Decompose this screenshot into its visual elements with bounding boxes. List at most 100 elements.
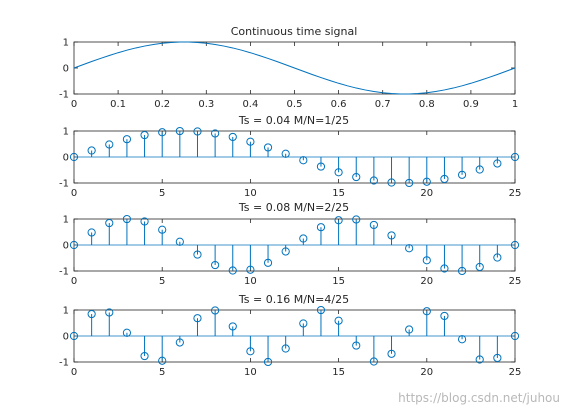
stem-marker xyxy=(334,316,343,325)
stem-marker xyxy=(281,149,290,158)
x-tick-label: 25 xyxy=(509,188,522,199)
stem-marker xyxy=(140,217,149,226)
subplot-ts-0.16: Ts = 0.16 M/N=4/25 0 5 10 15 20 25-101 xyxy=(59,293,521,378)
x-tick-label: 5 xyxy=(159,276,165,287)
stem-marker xyxy=(475,355,484,364)
stem-marker xyxy=(105,218,114,228)
x-tick-label: 10 xyxy=(244,276,257,287)
plot-area-ts-0.16: 0 5 10 15 20 25-101 xyxy=(59,306,521,379)
x-tick-label: 20 xyxy=(420,276,433,287)
x-tick-label: 0 xyxy=(71,99,77,110)
plot-area-ts-0.04: 0 5 10 15 20 25-101 xyxy=(59,127,521,200)
stem-marker xyxy=(140,130,149,140)
subplot-continuous-signal: Continuous time signal 0 0.1 0.2 0.3 0.4 0.5 0… xyxy=(59,25,518,110)
stem-marker xyxy=(228,266,237,275)
stem-marker xyxy=(475,262,484,272)
y-tick-label: 1 xyxy=(63,215,69,226)
subplot-ts-0.08: Ts = 0.08 M/N=2/25 0 5 10 15 20 25-101 xyxy=(59,201,521,287)
stem-marker xyxy=(369,220,378,230)
stem-marker xyxy=(122,328,132,337)
stem-marker xyxy=(122,214,132,224)
stem-marker xyxy=(69,152,79,162)
stem-marker xyxy=(228,132,237,142)
y-tick-label: 1 xyxy=(63,127,69,138)
x-tick-label: 25 xyxy=(509,276,522,287)
stem-marker xyxy=(263,143,273,152)
stem-marker xyxy=(316,162,326,171)
x-tick-label: 0 xyxy=(71,367,77,378)
stem-marker xyxy=(369,357,378,366)
stem-marker xyxy=(387,231,396,240)
stem-marker xyxy=(158,128,167,137)
stem-marker xyxy=(405,178,414,188)
stem-marker xyxy=(263,357,273,367)
watermark-text: https://blog.csdn.net/juhou xyxy=(398,391,560,405)
stem-marker xyxy=(493,253,502,262)
subplot-ts-0.04: Ts = 0.04 M/N=1/25 0 5 10 15 20 25-101 xyxy=(59,114,521,199)
series-line xyxy=(73,41,516,95)
y-tick-label: -1 xyxy=(59,179,69,190)
stem-marker xyxy=(87,228,96,237)
stem-marker xyxy=(281,247,290,256)
stem-marker xyxy=(405,244,414,253)
stem-marker xyxy=(387,178,396,187)
stem-marker xyxy=(387,349,396,358)
stem-marker xyxy=(211,260,220,270)
stem-marker xyxy=(193,250,202,259)
x-tick-label: 15 xyxy=(332,188,345,199)
x-tick-label: 0.1 xyxy=(110,99,126,110)
stem-marker xyxy=(105,308,114,317)
x-tick-label: 0 xyxy=(71,188,77,199)
stem-marker xyxy=(334,216,343,225)
stem-marker xyxy=(246,265,255,274)
x-tick-label: 0 xyxy=(71,276,77,287)
chart-title: Ts = 0.08 M/N=2/25 xyxy=(238,201,349,214)
stem-marker xyxy=(493,353,502,363)
y-tick-label: 1 xyxy=(63,306,69,317)
stem-marker xyxy=(281,344,290,353)
x-tick-label: 0.7 xyxy=(375,99,391,110)
stem-marker xyxy=(510,152,520,162)
stem-marker xyxy=(316,305,326,315)
stem-marker xyxy=(475,165,484,174)
stem-marker xyxy=(352,341,361,350)
stem-marker xyxy=(140,351,149,361)
y-tick-label: -1 xyxy=(59,267,69,278)
stem-marker xyxy=(405,325,414,334)
stem-marker xyxy=(299,156,308,165)
stem-marker xyxy=(334,168,343,177)
y-tick-label: -1 xyxy=(59,90,69,101)
x-tick-label: 0.4 xyxy=(242,99,258,110)
x-tick-label: 0.3 xyxy=(198,99,214,110)
stem-marker xyxy=(457,170,467,179)
chart-title: Continuous time signal xyxy=(231,25,358,38)
x-tick-label: 15 xyxy=(332,276,345,287)
stem-marker xyxy=(422,307,431,316)
x-tick-label: 0.9 xyxy=(463,99,479,110)
stem-marker xyxy=(316,223,326,232)
stem-marker xyxy=(228,322,237,331)
y-tick-label: 0 xyxy=(63,241,69,252)
y-tick-label: 1 xyxy=(63,38,69,49)
stem-marker xyxy=(193,127,202,136)
stem-marker xyxy=(369,176,378,185)
y-tick-label: 0 xyxy=(63,64,69,75)
stem-marker xyxy=(352,172,361,182)
stem-marker xyxy=(87,309,96,319)
stem-marker xyxy=(440,174,449,184)
chart-title: Ts = 0.16 M/N=4/25 xyxy=(238,293,349,306)
x-tick-label: 15 xyxy=(332,367,345,378)
stem-marker xyxy=(105,140,114,149)
stem-marker xyxy=(175,237,184,246)
stem-marker xyxy=(299,234,308,243)
stem-marker xyxy=(422,177,431,186)
x-tick-label: 10 xyxy=(244,188,257,199)
x-tick-label: 20 xyxy=(420,367,433,378)
stem-marker xyxy=(457,335,467,344)
stem-marker xyxy=(193,314,202,323)
stem-marker xyxy=(69,331,79,341)
stem-marker xyxy=(211,129,220,138)
stem-marker xyxy=(457,266,467,276)
